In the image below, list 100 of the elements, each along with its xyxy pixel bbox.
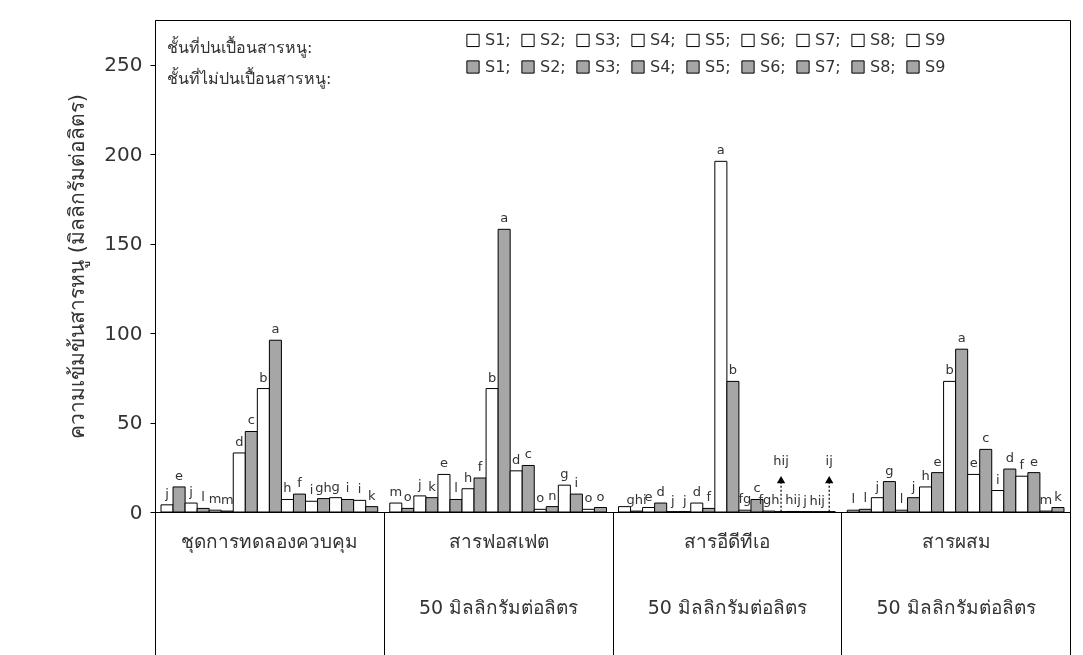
data-label: e — [439, 455, 448, 471]
data-label: m — [1039, 492, 1053, 508]
data-label: i — [357, 481, 362, 497]
legend-label: S2; — [540, 57, 566, 76]
data-label: f — [297, 475, 303, 491]
data-label: o — [403, 489, 412, 505]
annotation: ชั้นที่ไม่ปนเปื้อนสารหนู: — [167, 67, 332, 89]
data-label: e — [933, 453, 942, 469]
data-label: i — [574, 475, 579, 491]
category-label: สารผสม 50 มิลลิกรัมต่อลิตร — [876, 529, 1036, 618]
data-label: d — [1005, 450, 1014, 466]
data-label: o — [536, 490, 545, 506]
data-label: o — [596, 488, 605, 504]
data-label: b — [728, 362, 738, 378]
data-label: hij — [773, 452, 789, 468]
data-label: f — [706, 489, 712, 505]
data-label: j — [669, 492, 675, 508]
data-label: d — [512, 451, 521, 467]
data-label: j — [681, 492, 687, 508]
data-label: e — [969, 455, 978, 471]
data-label: a — [500, 210, 509, 226]
data-label: j — [802, 492, 807, 508]
data-label: d — [235, 433, 244, 449]
data-label: c — [753, 480, 761, 496]
data-label: g — [885, 462, 894, 478]
legend-label: S8; — [870, 30, 896, 50]
data-label: h — [463, 469, 473, 485]
legend-label: S5; — [705, 30, 731, 50]
data-label: o — [584, 490, 593, 506]
data-label: fg — [738, 491, 752, 507]
data-label: k — [428, 478, 437, 494]
data-label: f — [477, 459, 483, 475]
legend-label: S6; — [760, 57, 786, 76]
data-label: k — [1054, 488, 1063, 504]
data-label: i — [309, 482, 314, 498]
legend-label: S4; — [650, 57, 676, 76]
data-label: j — [188, 484, 193, 500]
legend-label: S7; — [815, 57, 841, 76]
category-label: สารฟอสเฟต 50 มิลลิกรัมต่อลิตร — [419, 529, 579, 618]
data-label: a — [271, 321, 280, 337]
data-label: gh — [315, 479, 332, 495]
data-label: j — [417, 476, 422, 492]
legend-label: S3; — [595, 57, 621, 76]
legend-label: S8; — [870, 57, 896, 76]
category-label: สารอีดีทีเอ 50 มิลลิกรัมต่อลิตร — [647, 529, 807, 618]
data-label: g — [560, 466, 569, 482]
data-label: l — [863, 490, 868, 506]
data-label: hij — [809, 492, 825, 508]
x-tick-label: ชุดการทดลองควบคุม — [181, 529, 359, 554]
data-label: c — [524, 446, 532, 462]
data-label: a — [957, 330, 966, 346]
legend-label: S2; — [540, 30, 566, 50]
legend-label: S1; — [485, 30, 511, 50]
legend-label: S5; — [705, 57, 731, 76]
data-label: g — [331, 478, 340, 494]
data-label: l — [201, 489, 205, 505]
data-label: i — [345, 480, 350, 496]
data-label: h — [283, 480, 292, 496]
data-label: ij — [825, 452, 833, 468]
data-label: j — [874, 478, 880, 494]
y-tick-label: 100 — [104, 320, 143, 345]
legend-label: S6; — [760, 30, 786, 50]
data-label: i — [995, 471, 1000, 487]
y-axis-title: ความเข้มข้นสารหนู (มิลลิกรัมต่อลิตร) — [65, 93, 91, 440]
legend-label: S9 — [925, 57, 946, 76]
data-label: m — [208, 491, 222, 507]
y-tick-label: 50 — [117, 410, 143, 435]
data-label: b — [259, 369, 268, 385]
legend-label: S4; — [650, 30, 676, 50]
data-label: m — [220, 492, 234, 508]
annotation: ชั้นที่ปนเปื้อนสารหนู: — [167, 36, 313, 58]
y-tick-label: 250 — [104, 52, 143, 77]
data-label: e — [1029, 453, 1038, 469]
data-label: ghi — [626, 492, 647, 508]
data-label: d — [656, 484, 665, 500]
y-tick-label: 150 — [104, 231, 143, 256]
data-label: k — [367, 487, 376, 503]
data-label: fgh — [758, 492, 780, 508]
data-label: l — [454, 480, 458, 496]
y-tick-label: 200 — [104, 141, 143, 166]
data-label: d — [692, 484, 701, 500]
data-label: l — [899, 491, 904, 507]
data-label: a — [716, 142, 725, 158]
y-tick-label: 0 — [129, 499, 143, 524]
data-label: j — [164, 485, 169, 501]
data-label: n — [548, 487, 557, 503]
data-label: c — [247, 412, 255, 428]
data-label: e — [175, 467, 184, 483]
data-label: m — [389, 484, 403, 500]
data-label: h — [921, 467, 930, 483]
data-label: b — [487, 369, 497, 385]
data-label: f — [1019, 457, 1025, 473]
legend-label: S7; — [815, 30, 841, 50]
data-label: b — [945, 362, 954, 378]
data-label: c — [982, 430, 990, 446]
data-label: l — [851, 491, 856, 507]
legend-label: S9 — [925, 30, 946, 50]
legend-label: S1; — [485, 57, 511, 76]
legend-label: S3; — [595, 30, 621, 50]
data-label: hij — [785, 492, 801, 508]
